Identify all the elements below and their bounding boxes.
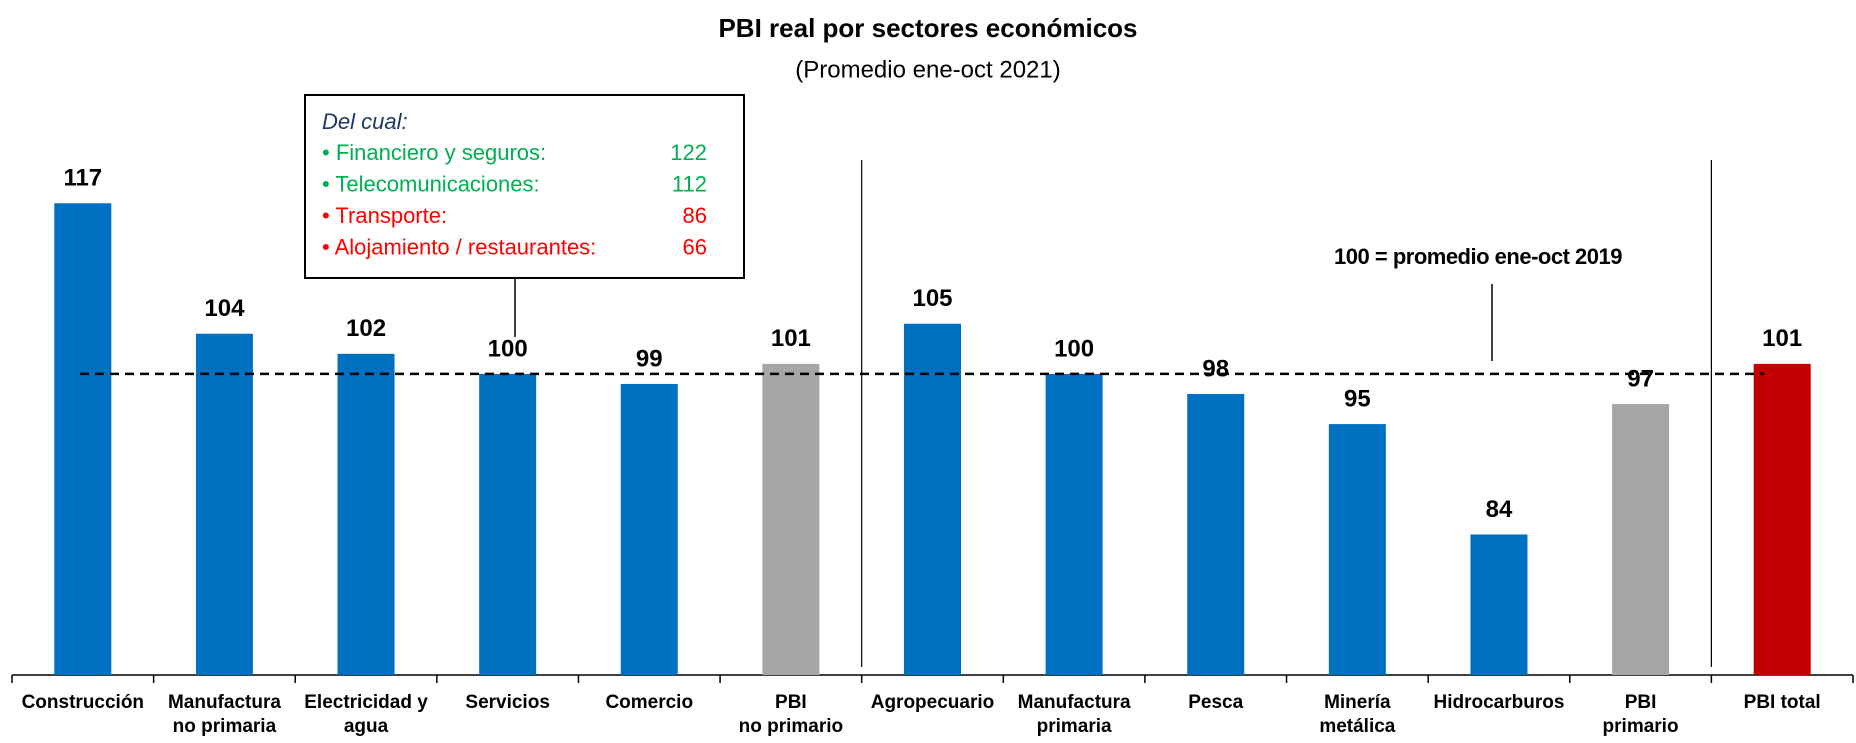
bar bbox=[195, 333, 253, 675]
x-tick-label: Comercio bbox=[605, 692, 693, 713]
bar bbox=[1612, 404, 1670, 675]
x-tick-label: Agropecuario bbox=[871, 692, 995, 713]
data-label: 84 bbox=[1486, 496, 1513, 523]
x-tick-label: Hidrocarburos bbox=[1434, 692, 1565, 713]
data-label: 117 bbox=[63, 165, 102, 192]
data-label: 98 bbox=[1202, 355, 1229, 382]
data-label: 100 bbox=[1054, 335, 1094, 362]
bar bbox=[54, 203, 112, 676]
x-tick-label: Pesca bbox=[1188, 692, 1243, 713]
bar bbox=[904, 323, 961, 675]
x-tick-label: no primaria bbox=[173, 716, 277, 737]
x-tick-label: Manufactura bbox=[1018, 692, 1131, 713]
chart-subtitle: (Promedio ene-oct 2021) bbox=[795, 56, 1060, 83]
inset-item-name: • Alojamiento / restaurantes: bbox=[322, 234, 596, 259]
data-label: 101 bbox=[1762, 325, 1802, 352]
data-label: 99 bbox=[636, 345, 663, 372]
x-tick-label: Servicios bbox=[465, 692, 550, 713]
data-label: 101 bbox=[771, 325, 811, 352]
reference-label: 100 = promedio ene-oct 2019 bbox=[1334, 244, 1622, 269]
x-tick-label: Electricidad y bbox=[304, 692, 428, 713]
inset-box bbox=[304, 94, 745, 279]
inset-item-name: • Financiero y seguros: bbox=[322, 140, 546, 165]
inset-item-value: 86 bbox=[683, 203, 707, 228]
data-label: 97 bbox=[1627, 365, 1654, 392]
x-tick-label: Construcción bbox=[22, 692, 144, 713]
data-label: 102 bbox=[346, 315, 386, 342]
data-label: 95 bbox=[1344, 385, 1371, 412]
inset-item-value: 112 bbox=[672, 171, 707, 196]
bar bbox=[1045, 373, 1103, 675]
inset-title: Del cual: bbox=[322, 109, 408, 134]
x-tick-label: primaria bbox=[1037, 716, 1112, 737]
inset-item-name: • Telecomunicaciones: bbox=[322, 171, 540, 196]
bar bbox=[620, 383, 678, 675]
x-tick-label: PBI bbox=[1625, 692, 1657, 713]
data-label: 104 bbox=[204, 295, 245, 322]
bar bbox=[1753, 363, 1811, 675]
bar bbox=[762, 363, 820, 675]
data-label: 100 bbox=[488, 335, 528, 362]
bar bbox=[479, 373, 537, 675]
x-tick-label: PBI bbox=[775, 692, 807, 713]
x-tick-label: PBI total bbox=[1744, 692, 1821, 713]
x-tick-label: agua bbox=[344, 716, 389, 737]
x-tick-label: Manufactura bbox=[168, 692, 281, 713]
x-tick-label: Minería bbox=[1324, 692, 1391, 713]
x-tick-label: primario bbox=[1603, 716, 1679, 737]
bar bbox=[1187, 393, 1245, 675]
inset-item-value: 66 bbox=[683, 234, 707, 259]
bar bbox=[1470, 534, 1528, 675]
data-label: 105 bbox=[912, 285, 952, 312]
bar bbox=[337, 353, 395, 675]
inset-item-value: 122 bbox=[670, 140, 707, 165]
bar bbox=[1328, 424, 1386, 675]
inset-item-name: • Transporte: bbox=[322, 203, 447, 228]
x-tick-label: no primario bbox=[739, 716, 844, 737]
x-tick-label: metálica bbox=[1319, 716, 1395, 737]
chart-title: PBI real por sectores económicos bbox=[718, 13, 1137, 43]
